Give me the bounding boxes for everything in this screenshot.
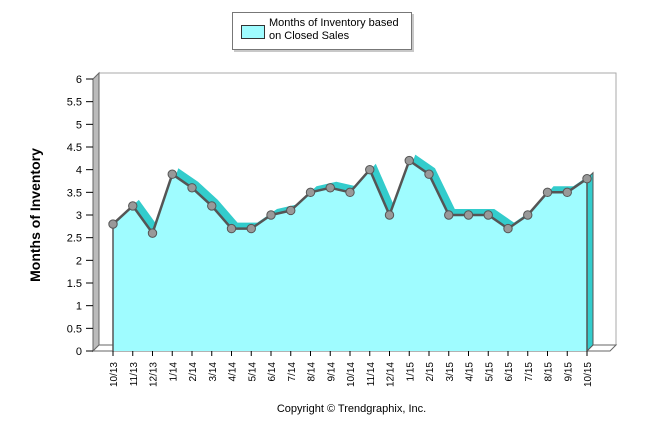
data-point-3-14 bbox=[207, 201, 217, 211]
y-tick-label: 0 bbox=[76, 346, 82, 358]
x-tick-label: 6/15 bbox=[504, 362, 515, 382]
x-tick-label: 12/13 bbox=[149, 362, 160, 387]
data-point-4-15 bbox=[463, 210, 474, 220]
x-tick-label: 8/14 bbox=[307, 362, 318, 382]
y-tick-label: 4 bbox=[76, 165, 82, 177]
area-fill bbox=[113, 160, 587, 351]
x-tick-label: 10/15 bbox=[583, 362, 594, 387]
area-layer bbox=[112, 154, 594, 353]
x-tick-label: 8/15 bbox=[544, 362, 555, 382]
y-tick-label: 5.5 bbox=[67, 97, 82, 109]
data-point-12-14 bbox=[384, 210, 395, 220]
marker-layer bbox=[108, 155, 592, 238]
area-right-cap bbox=[586, 171, 594, 353]
x-tick-label: 2/15 bbox=[425, 362, 436, 382]
data-point-2-15 bbox=[424, 169, 434, 179]
side-wall bbox=[92, 71, 100, 353]
data-point-1-14 bbox=[167, 169, 177, 179]
data-point-8-15 bbox=[542, 187, 553, 198]
data-point-11-13 bbox=[128, 201, 138, 211]
x-tick-label: 3/14 bbox=[208, 362, 219, 382]
y-axis-label: Months of Inventory bbox=[27, 148, 43, 282]
y-tick-label: 5 bbox=[76, 119, 82, 131]
data-point-7-15 bbox=[523, 210, 533, 220]
legend-swatch bbox=[241, 25, 265, 39]
x-tick-label: 5/15 bbox=[484, 362, 495, 382]
data-point-11-14 bbox=[365, 164, 375, 175]
y-tick-label: 1.5 bbox=[67, 278, 82, 290]
x-tick-label: 7/15 bbox=[524, 362, 535, 382]
x-tick-label: 10/13 bbox=[109, 362, 120, 387]
data-point-8-14 bbox=[305, 187, 316, 198]
legend: Months of Inventory based on Closed Sale… bbox=[232, 12, 412, 50]
data-point-6-15 bbox=[503, 223, 513, 234]
x-tick-label: 9/14 bbox=[326, 362, 337, 382]
x-tick-label: 9/15 bbox=[563, 362, 574, 382]
data-point-7-14 bbox=[286, 205, 296, 216]
y-tick-label: 6 bbox=[76, 74, 82, 86]
x-tick-label: 3/15 bbox=[445, 362, 456, 382]
x-tick-label: 7/14 bbox=[287, 362, 298, 382]
y-tick-label: 4.5 bbox=[67, 142, 82, 154]
y-tick-label: 2 bbox=[76, 255, 82, 267]
data-point-2-14 bbox=[187, 183, 197, 193]
data-point-5-14 bbox=[246, 223, 256, 234]
data-point-10-14 bbox=[345, 187, 355, 198]
copyright-text: Copyright © Trendgraphix, Inc. bbox=[276, 403, 427, 415]
legend-label: Months of Inventory based on Closed Sale… bbox=[269, 17, 399, 42]
data-point-1-15 bbox=[404, 155, 414, 166]
x-tick-label: 4/14 bbox=[228, 362, 239, 382]
y-tick-label: 3 bbox=[76, 210, 82, 222]
data-point-6-14 bbox=[266, 210, 276, 220]
data-point-3-15 bbox=[444, 210, 454, 220]
y-axis: 0 0.5 1 1.5 2 2.5 3 3.5 4 4.5 5 5.5 6 bbox=[67, 74, 93, 358]
x-tick-label: 5/14 bbox=[247, 362, 258, 382]
data-point-5-15 bbox=[483, 210, 493, 220]
x-tick-label: 1/15 bbox=[405, 362, 416, 382]
x-tick-label: 11/14 bbox=[366, 362, 377, 387]
y-tick-label: 2.5 bbox=[67, 233, 82, 245]
data-point-4-14 bbox=[226, 223, 237, 234]
x-tick-label: 6/14 bbox=[267, 362, 278, 382]
x-tick-label: 10/14 bbox=[346, 362, 357, 387]
data-point-9-14 bbox=[325, 183, 335, 193]
data-point-12-13 bbox=[147, 228, 158, 238]
x-tick-label: 12/14 bbox=[386, 362, 397, 387]
x-tick-label: 2/14 bbox=[188, 362, 199, 382]
y-tick-label: 0.5 bbox=[67, 323, 82, 335]
y-tick-label: 1 bbox=[76, 301, 82, 313]
data-point-9-15 bbox=[562, 187, 572, 198]
y-tick-label: 3.5 bbox=[67, 187, 82, 199]
x-tick-label: 11/13 bbox=[129, 362, 140, 387]
x-tick-label: 1/14 bbox=[168, 362, 179, 382]
data-point-10-15 bbox=[582, 174, 592, 184]
data-point-10-13 bbox=[108, 219, 118, 229]
x-axis: 10/13 11/13 12/13 1/14 2/14 3/14 4/14 5/14 6/14 7… bbox=[109, 351, 594, 387]
x-tick-label: 4/15 bbox=[465, 362, 476, 382]
